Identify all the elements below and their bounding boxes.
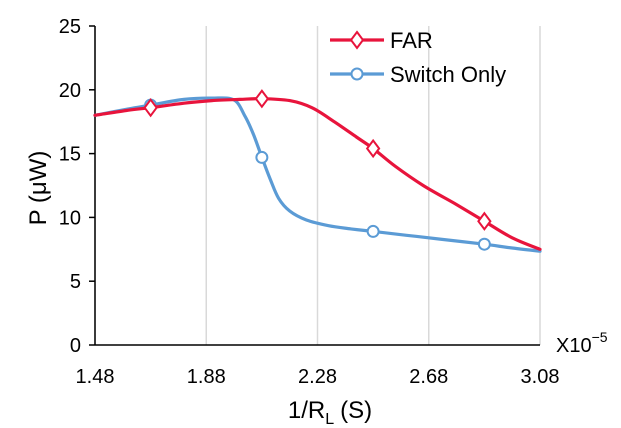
data-point-switch-only	[255, 150, 269, 164]
data-point-far	[143, 97, 158, 118]
data-point-switch-only	[366, 224, 380, 238]
x-tick-label: 2.68	[409, 366, 448, 388]
y-tick-label: 20	[59, 80, 81, 102]
series-far	[93, 89, 542, 251]
legend-marker	[350, 67, 364, 81]
legend-marker	[349, 30, 365, 50]
legend-label: Switch Only	[390, 62, 506, 87]
x-tick-label: 1.48	[76, 366, 115, 388]
data-point-far	[477, 211, 492, 231]
x-axis-multiplier-base: X10	[556, 335, 592, 357]
axes	[89, 25, 540, 346]
x-axis-title: 1/RL (S)	[288, 397, 372, 428]
y-tick-label: 0	[70, 335, 81, 357]
tick-labels: 0 5 10 15 20 25 1.48 1.88 2.28 2.68 3.08	[59, 16, 560, 388]
y-tick-label: 25	[59, 16, 81, 38]
series-switch-only	[93, 96, 542, 253]
x-axis-title-subscript: L	[325, 411, 334, 428]
x-tick-label: 2.28	[298, 366, 337, 388]
x-axis-title-unit: (S)	[340, 397, 372, 424]
legend: FAR Switch Only	[330, 28, 506, 87]
legend-item-far: FAR	[330, 28, 433, 53]
y-axis-title: P (μW)	[25, 151, 52, 226]
y-tick-label: 10	[59, 207, 81, 229]
y-tick-label: 5	[70, 271, 81, 293]
data-point-switch-only	[477, 237, 491, 251]
x-tick-label: 1.88	[187, 366, 226, 388]
x-axis-multiplier-exponent: −5	[592, 329, 608, 345]
data-point-far	[254, 89, 270, 109]
x-tick-label: 3.08	[521, 366, 560, 388]
series-line-far	[93, 97, 542, 251]
data-point-far	[365, 138, 381, 159]
x-axis-multiplier: X10−5	[556, 329, 608, 357]
series-line-switch-only	[93, 96, 542, 253]
y-tick-label: 15	[59, 144, 81, 166]
legend-label: FAR	[390, 28, 433, 53]
x-axis-title-main: 1/R	[288, 397, 325, 424]
series-layer	[93, 89, 542, 253]
legend-item-switch-only: Switch Only	[330, 62, 506, 87]
